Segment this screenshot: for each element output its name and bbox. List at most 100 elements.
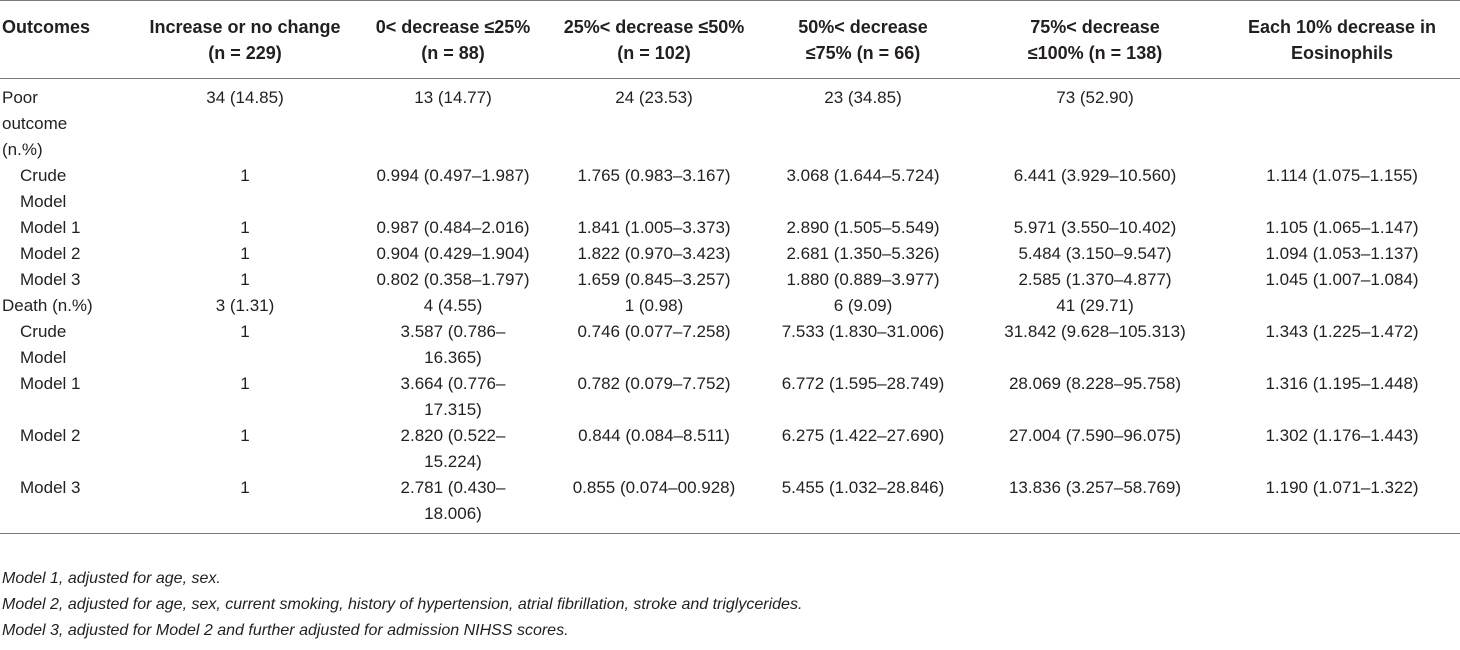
table-cell: 2.820 (0.522– 15.224) [358,423,548,475]
table-row: Model 1 1 3.664 (0.776– 17.315) 0.782 (0.079… [0,371,1460,423]
table-cell: 6.441 (3.929–10.560) [966,163,1224,215]
table-cell: 24 (23.53) [548,79,760,164]
column-header-line: (n = 88) [421,43,485,63]
cell-text-line: 6 (9.09) [833,296,893,315]
table-cell: 0.904 (0.429–1.904) [358,241,548,267]
table-cell: 0.844 (0.084–8.511) [548,423,760,475]
table-cell: 2.781 (0.430– 18.006) [358,475,548,534]
column-header-line: Increase or no change [149,17,341,37]
table-cell: 0.746 (0.077–7.258) [548,319,760,371]
row-label-cell: Poor outcome (n.%) [0,79,132,164]
table-cell: 0.994 (0.497–1.987) [358,163,548,215]
table-cell: 1 [132,423,358,475]
table-cell: 1.094 (1.053–1.137) [1224,241,1460,267]
table-cell: 13 (14.77) [358,79,548,164]
cell-text-line: Model 2 [20,244,81,263]
cell-text-line: 0.987 (0.484–2.016) [376,218,530,237]
cell-text-line: 0.746 (0.077–7.258) [577,322,731,341]
row-label-cell: Model 1 [0,215,132,241]
column-header-line: Outcomes [2,17,91,37]
table-row: Model 3 1 0.802 (0.358–1.797) 1.659 (0.845–… [0,267,1460,293]
cell-text-line: Death (n.%) [2,296,93,315]
table-cell: 5.484 (3.150–9.547) [966,241,1224,267]
cell-text-line: 3 (1.31) [215,296,275,315]
cell-text-line: 1.105 (1.065–1.147) [1265,218,1419,237]
column-header-line: (n = 229) [208,43,282,63]
table-cell: 0.987 (0.484–2.016) [358,215,548,241]
table-cell [1224,79,1460,164]
table-cell: 1 [132,475,358,534]
cell-text-line: 1 [240,374,250,393]
column-header-line: 75%< decrease [1030,17,1160,37]
table-cell: 1.114 (1.075–1.155) [1224,163,1460,215]
table-cell: 0.802 (0.358–1.797) [358,267,548,293]
cell-text-line: 41 (29.71) [1056,296,1134,315]
table-cell: 3.587 (0.786– 16.365) [358,319,548,371]
footnote-model-1: Model 1, adjusted for age, sex. [2,570,221,587]
cell-text-line: 24 (23.53) [615,88,693,107]
column-header-1: Increase or no change (n = 229) [132,1,358,79]
table-row: Crude Model 1 3.587 (0.786– 16.365) 0.746 (0.… [0,319,1460,371]
table-cell: 1.316 (1.195–1.448) [1224,371,1460,423]
cell-text-line: 4 (4.55) [423,296,483,315]
cell-text-line: 73 (52.90) [1056,88,1134,107]
cell-text-line: 1.316 (1.195–1.448) [1265,374,1419,393]
cell-text-line: 1 [240,244,250,263]
table-cell: 1.659 (0.845–3.257) [548,267,760,293]
cell-text-line: 27.004 (7.590–96.075) [1008,426,1182,445]
table-cell: 1.302 (1.176–1.443) [1224,423,1460,475]
column-header-0: Outcomes [0,1,132,79]
table-cell: 0.782 (0.079–7.752) [548,371,760,423]
column-header-6: Each 10% decrease in Eosinophils [1224,1,1460,79]
table-cell: 6.772 (1.595–28.749) [760,371,966,423]
cell-text-line: outcome [2,114,68,133]
table-cell: 1 [132,241,358,267]
table-cell: 1 [132,267,358,293]
cell-text-line: 3.587 (0.786– [400,322,506,341]
table-cell: 1 [132,163,358,215]
cell-text-line: 1 [240,478,250,497]
cell-text-line: 1.343 (1.225–1.472) [1265,322,1419,341]
cell-text-line: 2.890 (1.505–5.549) [786,218,940,237]
table-row: Model 1 1 0.987 (0.484–2.016) 1.841 (1.005–… [0,215,1460,241]
table-row: Crude Model 1 0.994 (0.497–1.987) 1.765 (0.9… [0,163,1460,215]
table-cell: 3 (1.31) [132,293,358,319]
cell-text-line: 2.681 (1.350–5.326) [786,244,940,263]
row-label-cell: Model 2 [0,241,132,267]
cell-text-line: 23 (34.85) [824,88,902,107]
cell-text-line: 6.441 (3.929–10.560) [1013,166,1177,185]
cell-text-line: Model 1 [20,218,81,237]
column-header-line: ≤75% (n = 66) [805,43,921,63]
cell-text-line: 1 [240,426,250,445]
cell-text-line: 5.971 (3.550–10.402) [1013,218,1177,237]
column-header-3: 25%< decrease ≤50% (n = 102) [548,1,760,79]
cell-text-line: (n.%) [2,140,43,159]
table-cell: 1.822 (0.970–3.423) [548,241,760,267]
cell-text-line: 6.275 (1.422–27.690) [781,426,945,445]
cell-text-line: 1.765 (0.983–3.167) [577,166,731,185]
cell-text-line: 1.659 (0.845–3.257) [577,270,731,289]
table-body: Poor outcome (n.%) 34 (14.85) 13 (14.77) 24 (… [0,79,1460,534]
cell-text-line: 1 [240,270,250,289]
table-cell: 73 (52.90) [966,79,1224,164]
table-cell: 13.836 (3.257–58.769) [966,475,1224,534]
cell-text-line: Crude [20,322,67,341]
table-cell: 1.105 (1.065–1.147) [1224,215,1460,241]
column-header-line: 25%< decrease ≤50% [563,17,745,37]
cell-text-line: 1.880 (0.889–3.977) [786,270,940,289]
cell-text-line: 3.068 (1.644–5.724) [786,166,940,185]
table-cell: 1.343 (1.225–1.472) [1224,319,1460,371]
cell-text-line: 1.094 (1.053–1.137) [1265,244,1419,263]
column-header-line: Each 10% decrease in [1247,17,1437,37]
table-row: Model 2 1 0.904 (0.429–1.904) 1.822 (0.970–… [0,241,1460,267]
cell-text-line: 5.484 (3.150–9.547) [1018,244,1172,263]
table-cell: 2.681 (1.350–5.326) [760,241,966,267]
cell-text-line: Model 2 [20,426,81,445]
column-header-line: (n = 102) [617,43,691,63]
cell-text-line: 13.836 (3.257–58.769) [1008,478,1182,497]
column-header-line: ≤100% (n = 138) [1027,43,1163,63]
table-cell: 3.664 (0.776– 17.315) [358,371,548,423]
column-header-5: 75%< decrease ≤100% (n = 138) [966,1,1224,79]
cell-text-line: 2.585 (1.370–4.877) [1018,270,1172,289]
row-label-cell: Model 3 [0,267,132,293]
